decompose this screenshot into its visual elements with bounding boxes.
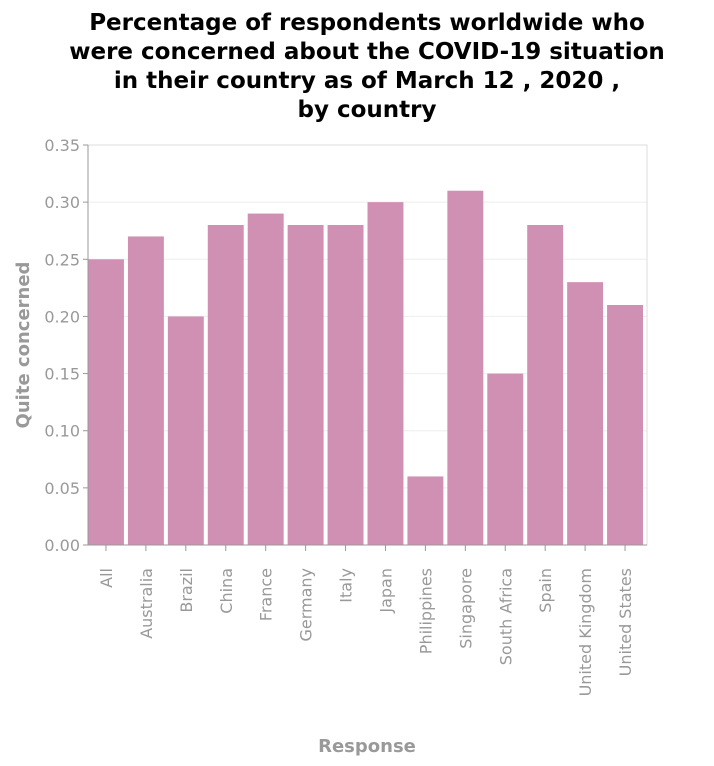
y-tick-label: 0.35 bbox=[44, 136, 80, 155]
bar bbox=[88, 259, 124, 545]
x-tick-label: All bbox=[97, 568, 116, 588]
y-tick-label: 0.15 bbox=[44, 365, 80, 384]
y-tick-label: 0.30 bbox=[44, 193, 80, 212]
y-tick-label: 0.00 bbox=[44, 536, 80, 555]
x-tick-label: Philippines bbox=[416, 568, 435, 654]
x-axis-label: Response bbox=[318, 736, 416, 757]
chart-title-line-4: by country bbox=[298, 97, 437, 123]
bar bbox=[247, 213, 284, 546]
bar bbox=[127, 236, 164, 545]
y-axis-label: Quite concerned bbox=[13, 262, 34, 429]
y-tick-label: 0.25 bbox=[44, 250, 80, 269]
bars bbox=[88, 190, 644, 546]
x-tick-label: Germany bbox=[297, 568, 316, 642]
y-tick-label: 0.05 bbox=[44, 479, 80, 498]
bar bbox=[607, 305, 644, 545]
x-tick-label: Japan bbox=[376, 568, 395, 614]
x-tick-label: Italy bbox=[337, 568, 356, 603]
bar bbox=[167, 316, 204, 545]
chart-title-line-1: Percentage of respondents worldwide who bbox=[89, 10, 645, 36]
bar bbox=[447, 190, 484, 545]
bar bbox=[407, 476, 444, 545]
x-tick-label: Singapore bbox=[456, 568, 475, 649]
x-tick-label: United States bbox=[616, 568, 635, 676]
y-tick-label: 0.20 bbox=[44, 307, 80, 326]
bar bbox=[367, 202, 404, 545]
x-tick-label: France bbox=[257, 568, 276, 621]
x-axis: All Australia Brazil China France Germany Ital… bbox=[88, 544, 647, 696]
chart-title-line-2: were concerned about the COVID-19 situat… bbox=[69, 39, 665, 65]
chart-title: Percentage of respondents worldwide who … bbox=[69, 10, 665, 123]
chart-title-line-3: in their country as of March 12 , 2020 , bbox=[114, 68, 620, 94]
y-tick-label: 0.10 bbox=[44, 422, 80, 441]
bar bbox=[527, 225, 564, 545]
bar bbox=[207, 225, 244, 545]
bar bbox=[287, 225, 324, 545]
bar bbox=[567, 282, 604, 545]
x-tick-label: Brazil bbox=[177, 568, 196, 613]
x-tick-label: South Africa bbox=[496, 568, 515, 665]
bar bbox=[487, 373, 524, 545]
x-tick-label: United Kingdom bbox=[576, 568, 595, 696]
bar bbox=[327, 225, 364, 545]
x-tick-label: China bbox=[217, 568, 236, 614]
x-tick-label: Australia bbox=[137, 568, 156, 639]
x-tick-label: Spain bbox=[536, 568, 555, 613]
y-axis: 0.00 0.05 0.10 0.15 0.20 0.25 0.30 0.35 bbox=[44, 136, 89, 555]
